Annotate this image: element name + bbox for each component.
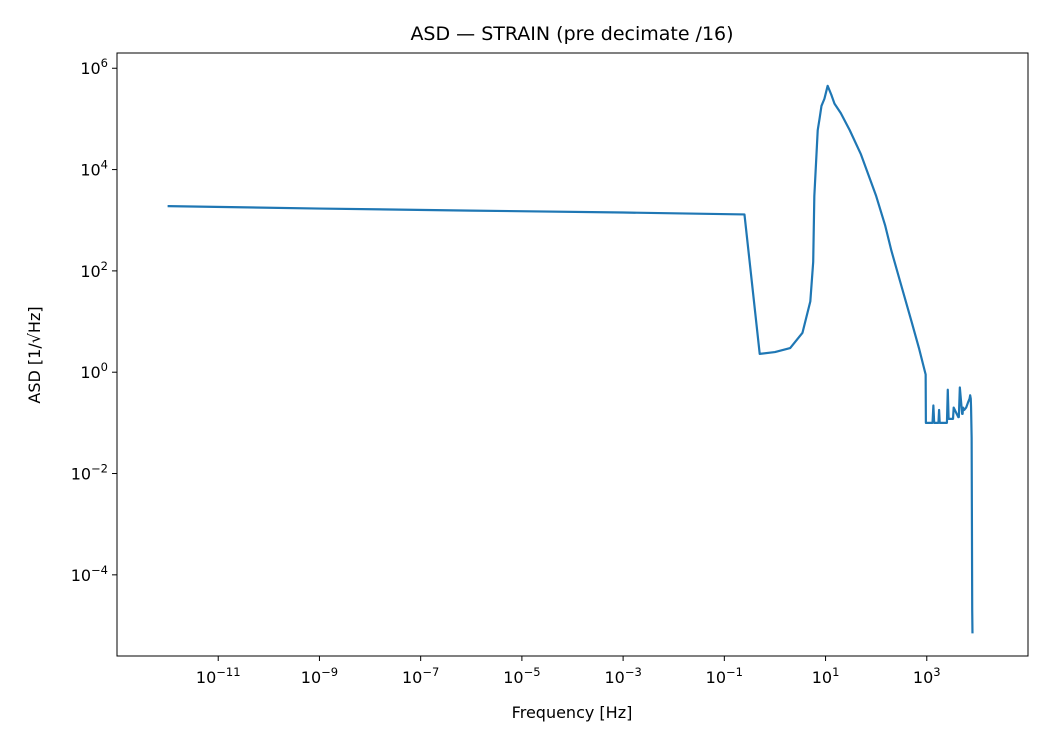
y-tick-label: 10−2 [71, 462, 108, 484]
x-tick-label: 10−7 [402, 665, 439, 687]
y-tick-label: 100 [80, 360, 108, 382]
y-tick-label: 106 [80, 56, 108, 78]
x-tick-label: 10−9 [301, 665, 338, 687]
x-axis-ticks: 10−11 10−9 10−7 10−5 10−3 10−1 101 103 [196, 656, 941, 687]
series-line-0 [167, 84, 974, 634]
x-tick-label: 10−11 [196, 665, 241, 687]
x-tick-label: 101 [812, 665, 840, 687]
y-tick-label: 104 [80, 158, 108, 180]
y-tick-label: 10−4 [71, 563, 108, 585]
x-axis-label: Frequency [Hz] [512, 703, 633, 722]
chart-title: ASD — STRAIN (pre decimate /16) [410, 23, 733, 45]
series-line-group [167, 84, 974, 634]
x-tick-label: 10−5 [503, 665, 540, 687]
y-tick-label: 102 [80, 259, 108, 281]
x-tick-label: 103 [913, 665, 941, 687]
x-tick-label: 10−1 [706, 665, 743, 687]
y-axis-label: ASD [1/√Hz] [25, 306, 44, 403]
x-tick-label: 10−3 [604, 665, 641, 687]
plot-frame [116, 52, 1029, 657]
y-axis-ticks: 10−4 10−2 100 102 104 106 [71, 56, 117, 585]
